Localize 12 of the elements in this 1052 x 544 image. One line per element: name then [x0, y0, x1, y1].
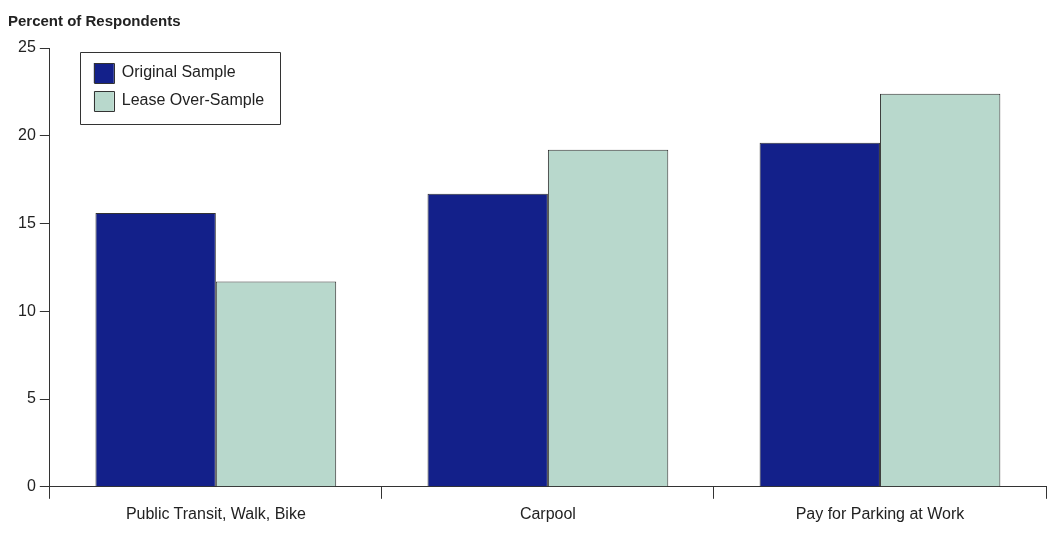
y-tick-label: 20: [18, 126, 36, 144]
x-tick-label: Carpool: [519, 504, 576, 522]
y-axis-title: Percent of Respondents: [8, 12, 181, 29]
y-tick-label: 10: [18, 301, 36, 319]
y-tick-label: 25: [18, 38, 36, 56]
y-tick-label: 15: [18, 213, 36, 231]
y-tick-label: 5: [26, 389, 36, 407]
legend-label: Original Sample: [121, 63, 236, 81]
legend-label: Lease Over-Sample: [121, 91, 265, 109]
x-tick-label: Pay for Parking at Work: [795, 504, 966, 522]
x-tick-label: Public Transit, Walk, Bike: [125, 504, 306, 522]
y-tick-label: 0: [26, 477, 36, 495]
